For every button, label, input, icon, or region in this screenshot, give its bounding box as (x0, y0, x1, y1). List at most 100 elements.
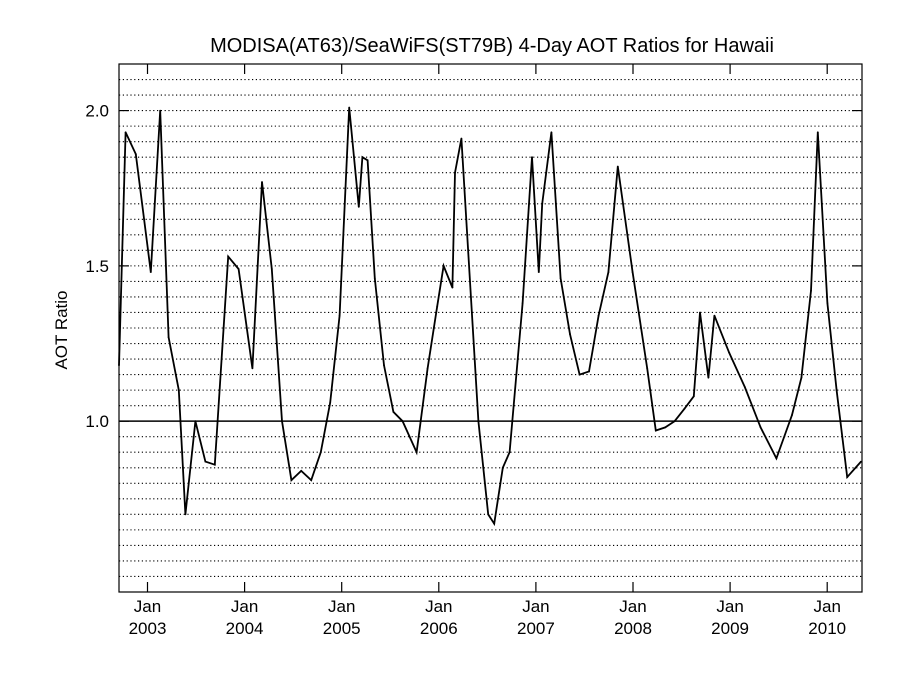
x-tick-year: 2007 (517, 619, 555, 638)
data-point (800, 376, 803, 379)
data-point (631, 271, 634, 273)
data-point (270, 268, 273, 270)
data-point (357, 206, 360, 208)
data-point (816, 131, 819, 134)
data-point (194, 420, 197, 423)
data-point (261, 181, 263, 183)
data-point (338, 314, 341, 317)
x-tick-label: Jan (716, 597, 743, 616)
data-point (177, 389, 180, 391)
data-point (541, 202, 544, 205)
data-point (436, 305, 439, 308)
data-point (728, 351, 731, 354)
data-point (759, 426, 762, 429)
data-point (237, 268, 240, 270)
x-tick-label: Jan (813, 597, 840, 616)
data-point (646, 367, 649, 370)
data-point (616, 165, 619, 168)
data-point (607, 271, 610, 273)
data-point (159, 109, 162, 112)
grid-lines (119, 63, 862, 578)
data-point (319, 451, 322, 454)
data-point (664, 426, 667, 429)
data-point (699, 311, 701, 314)
x-tick-year: 2003 (129, 619, 167, 638)
data-point (361, 156, 364, 159)
data-point (588, 370, 590, 373)
x-tick-year: 2005 (323, 619, 361, 638)
data-point (775, 457, 778, 460)
x-tick-label: Jan (134, 597, 161, 616)
x-tick-year: 2004 (226, 619, 264, 638)
x-tick-year: 2009 (711, 619, 749, 638)
x-tick-year: 2008 (614, 619, 652, 638)
data-point (149, 271, 152, 273)
data-point (846, 476, 849, 478)
data-point (493, 522, 496, 525)
data-point (550, 131, 553, 134)
y-tick-label: 1.5 (85, 257, 109, 276)
data-point (124, 131, 127, 134)
data-point (366, 159, 369, 162)
x-tick-year: 2006 (420, 619, 458, 638)
y-axis-label: AOT Ratio (52, 290, 71, 369)
data-point (227, 255, 230, 258)
data-point (508, 451, 511, 454)
data-point (683, 407, 686, 410)
data-point (537, 271, 540, 273)
data-point (487, 513, 490, 516)
data-point (213, 463, 216, 466)
data-point (310, 479, 313, 482)
data-point (442, 265, 445, 267)
data-point (383, 364, 385, 367)
data-point (460, 137, 463, 140)
data-point (300, 470, 303, 472)
data-point (426, 367, 429, 370)
data-point (401, 420, 404, 423)
data-point (329, 401, 332, 404)
x-tick-label: Jan (231, 597, 258, 616)
data-point (251, 367, 254, 370)
data-point (454, 171, 456, 174)
data-point (791, 414, 793, 416)
data-point (415, 451, 418, 454)
x-tick-year: 2010 (808, 619, 846, 638)
data-point (597, 314, 600, 317)
data-point (373, 277, 376, 280)
data-point (501, 466, 504, 469)
data-point (826, 302, 829, 305)
data-point (392, 411, 395, 413)
x-tick-label: Jan (425, 597, 452, 616)
y-axis-ticks: 1.0 1.5 2.0 (85, 102, 862, 431)
data-point (134, 153, 137, 156)
data-point (810, 289, 812, 292)
data-point (167, 336, 170, 339)
chart-title: MODISA(AT63)/SeaWiFS(ST79B) 4-Day AOT Ra… (210, 35, 774, 57)
x-tick-label: Jan (522, 597, 549, 616)
x-tick-label: Jan (619, 597, 646, 616)
data-point (281, 420, 283, 423)
data-point (692, 395, 695, 398)
data-point (569, 333, 571, 336)
data-point (743, 386, 746, 388)
data-point (451, 286, 454, 289)
y-tick-label: 1.0 (85, 412, 109, 431)
data-point (184, 513, 187, 516)
data-point (578, 373, 581, 376)
series-line (118, 107, 862, 527)
data-point (713, 314, 716, 317)
data-point (477, 420, 480, 423)
data-point (559, 277, 562, 280)
data-point (204, 460, 207, 463)
data-point (673, 420, 676, 423)
data-point (290, 479, 293, 482)
x-tick-label: Jan (328, 597, 355, 616)
data-point (654, 429, 657, 432)
plot-frame (118, 63, 863, 593)
data-point (707, 376, 710, 379)
series-points (118, 106, 862, 525)
y-tick-label: 2.0 (85, 102, 109, 121)
x-axis-ticks: Jan 2003 Jan 2004 Jan 2005 Jan 2006 Jan 2007 Jan 20… (129, 64, 846, 638)
data-point (521, 302, 524, 305)
